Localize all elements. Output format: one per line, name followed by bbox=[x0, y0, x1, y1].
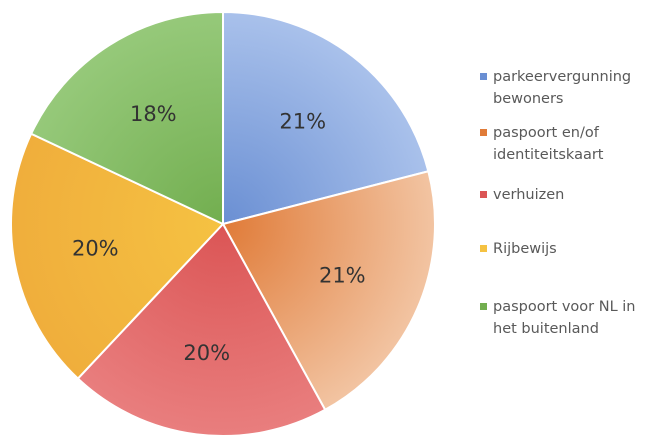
pie-slice bbox=[29, 10, 224, 226]
slice-data-label: 21% bbox=[279, 109, 326, 133]
slice-data-label: 18% bbox=[130, 102, 177, 126]
pie-slice bbox=[76, 222, 327, 437]
pie-slice bbox=[221, 170, 436, 412]
pie-slice bbox=[222, 10, 430, 226]
legend-item: verhuizen bbox=[480, 184, 564, 206]
slice-data-label: 20% bbox=[72, 236, 119, 260]
legend-label: paspoort en/of identiteitskaart bbox=[493, 125, 604, 163]
legend-item: Rijbewijs bbox=[480, 238, 557, 260]
legend-label: Rijbewijs bbox=[493, 241, 557, 257]
legend-marker bbox=[480, 73, 487, 80]
legend-item: paspoort en/of identiteitskaart bbox=[480, 122, 604, 166]
legend-label: parkeervergunning bewoners bbox=[493, 69, 632, 107]
legend-item: paspoort voor NL in het buitenland bbox=[480, 296, 636, 340]
slice-data-label: 20% bbox=[183, 341, 230, 365]
pie-slice bbox=[10, 132, 225, 380]
legend-marker bbox=[480, 191, 487, 198]
legend-label: verhuizen bbox=[493, 187, 565, 203]
legend-marker bbox=[480, 245, 487, 252]
pie-data-labels: 21% 21% 20% 20% 18% bbox=[72, 102, 366, 365]
legend-marker bbox=[480, 303, 487, 310]
legend-marker bbox=[480, 129, 487, 136]
slice-data-label: 21% bbox=[319, 264, 366, 288]
legend-item: parkeervergunning bewoners bbox=[480, 66, 631, 110]
pie-slices bbox=[10, 10, 436, 437]
legend-label: paspoort voor NL in het buitenland bbox=[493, 299, 636, 337]
